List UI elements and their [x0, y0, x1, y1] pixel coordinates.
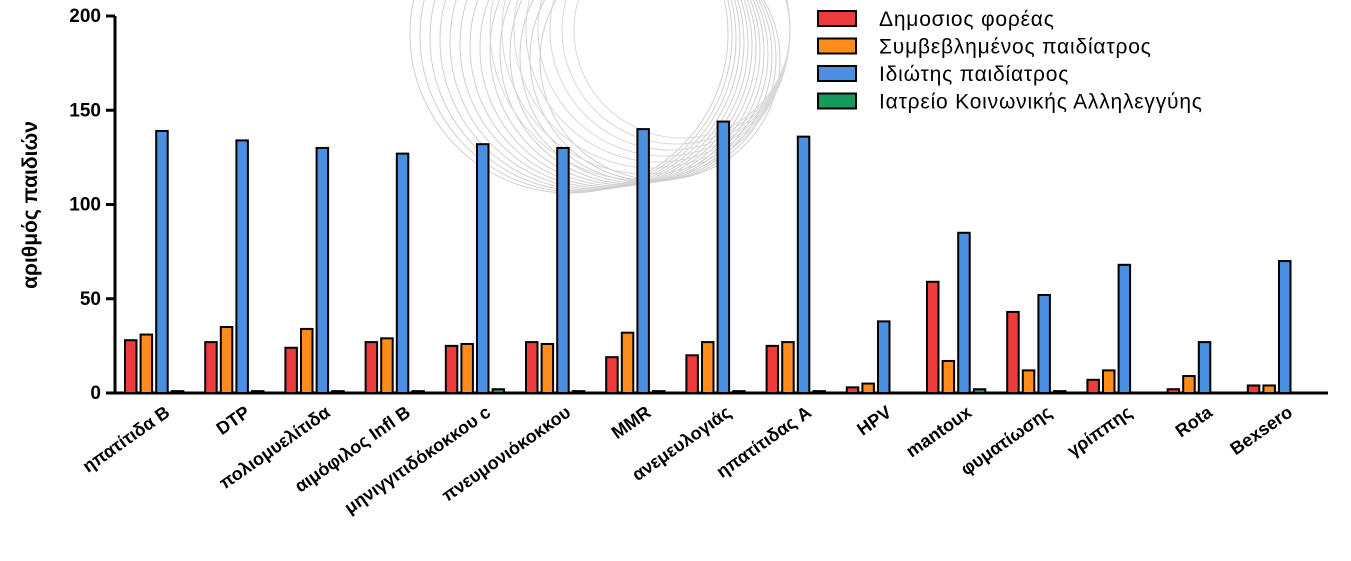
- x-tick-label: mantoux: [902, 402, 975, 461]
- bar-2: [300, 327, 314, 394]
- bar-1: [685, 354, 699, 394]
- legend-swatch: [817, 92, 857, 110]
- bar-1: [1246, 384, 1261, 394]
- bar-2: [861, 382, 875, 395]
- bar-1: [1086, 378, 1100, 394]
- bar-3: [155, 129, 169, 395]
- bar-3: [395, 152, 410, 394]
- bar-1: [364, 341, 379, 395]
- watermark-arc: [449, 0, 745, 190]
- x-tick-label: γρίππης: [1064, 402, 1136, 461]
- bar-2: [460, 342, 474, 394]
- bar-4: [972, 388, 987, 395]
- y-axis-label: αριθμός παιδιών: [19, 121, 42, 289]
- x-tick-label: Rota: [1172, 401, 1217, 441]
- bar-1: [845, 386, 860, 395]
- y-tick-label: 150: [69, 100, 101, 121]
- y-tick-label: 50: [80, 289, 101, 310]
- bar-2: [219, 326, 234, 394]
- bar-4: [411, 390, 425, 394]
- bar-4: [331, 390, 345, 394]
- watermark-arc: [439, 0, 741, 191]
- y-ticks: 0 50 100 150 200: [69, 6, 115, 404]
- bar-3: [796, 135, 811, 394]
- bar-3: [1197, 341, 1212, 395]
- bar-3: [315, 146, 330, 394]
- bars: [124, 120, 1292, 395]
- legend-label: Συμβεβλημένος παιδίατρος: [879, 36, 1152, 59]
- legend-label: Δημοσιος φορέας: [879, 8, 1055, 31]
- bar-2: [380, 337, 394, 394]
- bar-2: [540, 342, 555, 394]
- bar-3: [1117, 263, 1132, 394]
- bar-1: [926, 280, 940, 394]
- bar-4: [491, 388, 506, 395]
- bar-4: [1053, 390, 1067, 394]
- bar-3: [957, 231, 971, 394]
- bar-4: [170, 390, 185, 394]
- bar-3: [476, 143, 490, 394]
- bar-4: [652, 390, 666, 394]
- bar-3: [235, 139, 249, 394]
- watermark-arc: [573, 0, 791, 139]
- legend-swatch: [817, 65, 857, 82]
- bar-2: [139, 333, 154, 395]
- bar-2: [941, 359, 956, 394]
- bar-1: [765, 344, 780, 394]
- bar-2: [781, 341, 795, 395]
- bar-2: [701, 341, 715, 395]
- bar-3: [1278, 260, 1292, 394]
- bar-2: [1102, 369, 1116, 395]
- watermark-arcs: [409, 0, 791, 194]
- bar-3: [877, 320, 891, 394]
- bar-4: [571, 390, 586, 394]
- x-tick-label: DTP: [213, 402, 254, 439]
- x-tick-label: πνευμονιόκοκκου: [438, 402, 574, 506]
- bar-3: [1037, 293, 1051, 395]
- bar-1: [1166, 388, 1181, 395]
- legend-label: Ιδιώτης παιδίατρος: [879, 63, 1069, 86]
- bar-1: [204, 341, 218, 395]
- legend-label: Ιατρείο Κοινωνικής Αλληλεγγύης: [879, 91, 1203, 114]
- x-tick-label: HPV: [853, 402, 895, 440]
- x-tick-label: Bexsero: [1226, 402, 1296, 459]
- y-tick-label: 100: [69, 195, 101, 216]
- x-tick-label: μηνιγγιτιδόκοκκου c: [341, 402, 495, 518]
- bar-1: [1006, 310, 1020, 395]
- legend-swatch: [817, 10, 857, 27]
- legend: Δημοσιος φορέας Συμβεβλημένος παιδίατρος Ι…: [817, 8, 1203, 114]
- watermark-arc: [513, 0, 791, 169]
- watermark-arc: [429, 0, 737, 192]
- bar-3: [556, 146, 570, 394]
- bar-2: [1182, 375, 1196, 395]
- y-tick-label: 200: [69, 6, 101, 27]
- watermark-arc: [459, 0, 749, 189]
- bar-4: [251, 390, 265, 394]
- bar-1: [444, 344, 459, 394]
- bar-2: [620, 331, 635, 394]
- watermark-arc: [539, 0, 781, 181]
- bar-1: [525, 341, 539, 395]
- bar-1: [124, 339, 138, 394]
- bar-4: [732, 390, 746, 394]
- bar-1: [605, 356, 619, 394]
- bar-3: [716, 120, 731, 394]
- bar-3: [636, 128, 650, 394]
- legend-swatch: [817, 37, 857, 55]
- watermark-arc: [419, 0, 733, 193]
- bar-4: [812, 390, 826, 394]
- x-tick-label: MMR: [608, 402, 655, 443]
- bar-2: [1021, 369, 1036, 395]
- x-tick-label: ηπατίτιδα B: [79, 402, 174, 477]
- bar-2: [1262, 384, 1276, 394]
- y-tick-label: 0: [90, 383, 101, 404]
- bar-1: [284, 346, 298, 395]
